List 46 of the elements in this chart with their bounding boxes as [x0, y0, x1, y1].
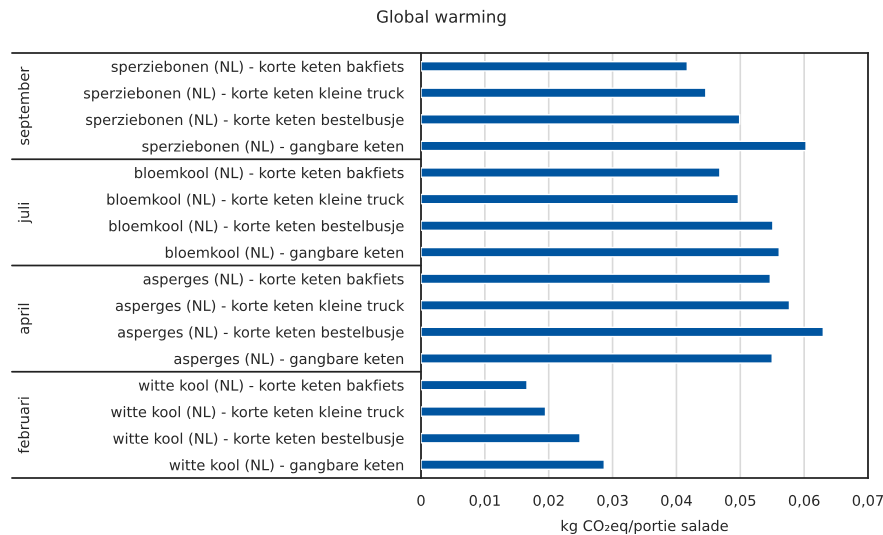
- bar: [421, 140, 807, 152]
- x-tick-label: 0,04: [661, 494, 692, 508]
- bar: [421, 300, 790, 311]
- x-tick-label: 0: [417, 494, 425, 506]
- text: september: [18, 66, 32, 145]
- y-tick-label: sperziebonen (NL) - korte keten kleine truck: [84, 87, 404, 102]
- x-tick-label: 0,01: [470, 494, 500, 508]
- y-tick-label: witte kool (NL) - korte keten bestelbusje: [113, 432, 404, 447]
- y-tick-label: bloemkool (NL) - korte keten kleine truck: [107, 194, 404, 207]
- x-tick-label: 0,07: [852, 494, 883, 508]
- x-tick-label: 0,02: [533, 494, 564, 508]
- bar: [421, 273, 771, 284]
- bar: [421, 353, 773, 364]
- bar: [421, 167, 721, 178]
- bar: [421, 220, 774, 231]
- y-tick-label: bloemkool (NL) - korte keten bakfiets: [135, 166, 404, 180]
- bar: [421, 406, 546, 417]
- bar: [421, 246, 780, 258]
- y-tick-label: bloemkool (NL) - korte keten bestelbusje: [110, 220, 404, 234]
- text: april: [18, 304, 32, 334]
- text: februari: [18, 397, 30, 454]
- bar: [421, 459, 605, 470]
- bar: [421, 194, 740, 204]
- y-tick-label: witte kool (NL) - gangbare keten: [170, 459, 404, 474]
- y-tick-label: sperziebonen (NL) - korte keten bestelbusje: [86, 114, 404, 128]
- y-tick-label: asperges (NL) - gangbare keten: [174, 352, 404, 368]
- chart-title: Global warming: [376, 10, 506, 26]
- text: juli: [18, 203, 32, 224]
- bar: [421, 380, 528, 390]
- y-tick-label: witte kool (NL) - korte keten kleine truck: [111, 406, 404, 420]
- y-tick-label: asperges (NL) - korte keten bakfiets: [144, 273, 404, 288]
- x-tick-label: 0,06: [788, 494, 820, 508]
- y-tick-label: sperziebonen (NL) - korte keten bakfiets: [112, 60, 404, 75]
- y-tick-label: asperges (NL) - korte keten kleine truck: [116, 300, 404, 314]
- bar: [421, 432, 581, 444]
- bar: [421, 88, 706, 98]
- y-tick-label: witte kool (NL) - korte keten bakfiets: [138, 379, 404, 392]
- bar: [421, 114, 740, 125]
- x-axis-title: kg CO₂eq/portie salade: [562, 520, 728, 534]
- bar: [421, 60, 688, 72]
- x-tick-label: 0,03: [597, 494, 628, 508]
- y-tick-label: bloemkool (NL) - gangbare keten: [166, 246, 404, 261]
- y-tick-label: sperziebonen (NL) - gangbare keten: [142, 140, 404, 155]
- bar: [421, 326, 824, 338]
- y-tick-label: asperges (NL) - korte keten bestelbusje: [118, 326, 404, 340]
- x-tick-label: 0,05: [725, 494, 756, 508]
